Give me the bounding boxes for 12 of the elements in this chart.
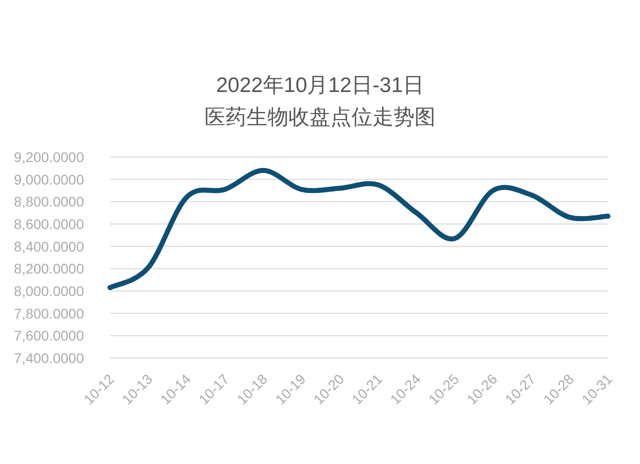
y-tick-label: 8,200.0000	[14, 260, 84, 277]
y-tick-label: 8,800.0000	[14, 194, 84, 210]
chart-title: 2022年10月12日-31日	[216, 74, 424, 97]
y-tick-label: 9,200.0000	[14, 149, 84, 165]
y-tick-label: 7,600.0000	[14, 328, 84, 344]
y-tick-label: 8,400.0000	[14, 238, 84, 254]
y-tick-label: 9,000.0000	[14, 171, 84, 188]
y-tick-label: 8,600.0000	[14, 216, 84, 232]
y-tick-label: 8,000.0000	[14, 283, 84, 299]
y-tick-label: 7,400.0000	[14, 350, 84, 366]
y-tick-label: 7,800.0000	[14, 305, 84, 322]
chart-subtitle: 医药生物收盘点位走势图	[204, 106, 436, 129]
